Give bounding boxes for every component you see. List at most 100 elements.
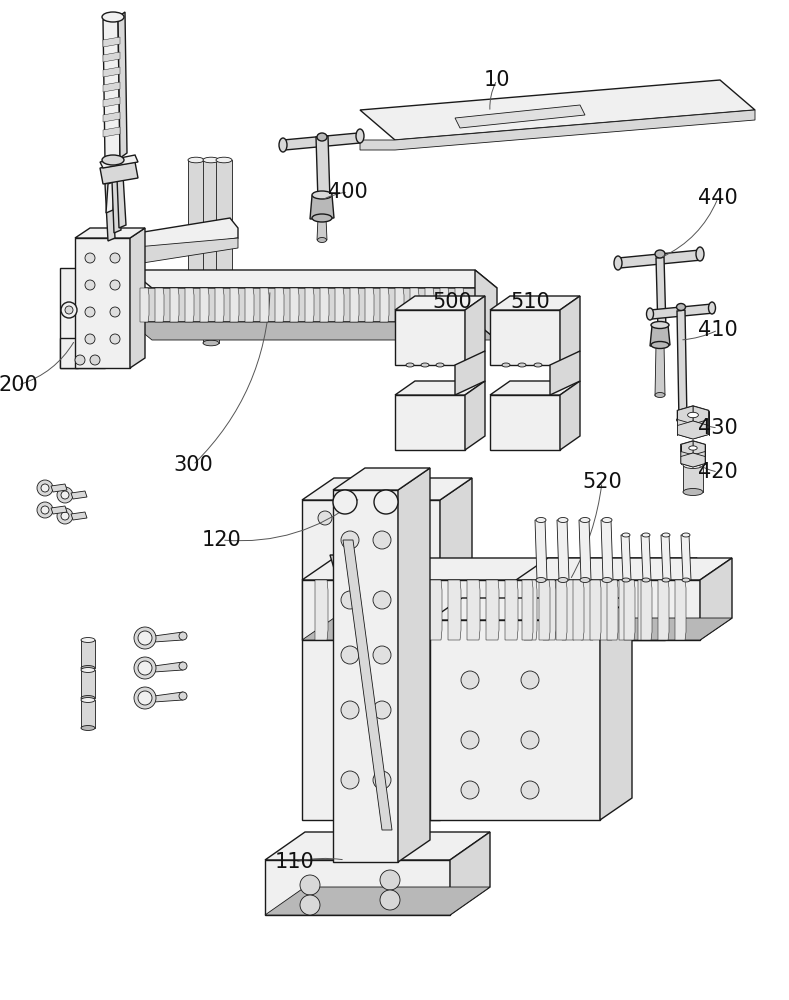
Circle shape	[134, 627, 156, 649]
Polygon shape	[265, 832, 490, 860]
Ellipse shape	[602, 578, 612, 582]
Polygon shape	[505, 580, 518, 640]
Polygon shape	[333, 468, 430, 490]
Polygon shape	[275, 288, 284, 322]
Ellipse shape	[536, 578, 546, 582]
Ellipse shape	[312, 191, 332, 199]
Ellipse shape	[502, 363, 510, 367]
Polygon shape	[51, 506, 67, 514]
Polygon shape	[154, 662, 183, 672]
Polygon shape	[108, 288, 497, 322]
Polygon shape	[60, 268, 78, 368]
Polygon shape	[317, 218, 327, 240]
Ellipse shape	[436, 363, 444, 367]
Polygon shape	[112, 178, 121, 233]
Ellipse shape	[687, 412, 698, 418]
Polygon shape	[641, 580, 652, 640]
Polygon shape	[203, 160, 219, 343]
Polygon shape	[118, 12, 127, 158]
Text: 510: 510	[510, 292, 550, 312]
Ellipse shape	[683, 488, 703, 495]
Circle shape	[110, 280, 120, 290]
Polygon shape	[154, 632, 183, 642]
Polygon shape	[440, 478, 472, 820]
Polygon shape	[103, 112, 120, 122]
Polygon shape	[170, 288, 179, 322]
Polygon shape	[302, 580, 665, 640]
Circle shape	[344, 538, 364, 558]
Polygon shape	[573, 580, 584, 640]
Polygon shape	[103, 52, 120, 62]
Polygon shape	[693, 406, 709, 426]
Polygon shape	[100, 155, 138, 168]
Polygon shape	[681, 452, 693, 467]
Ellipse shape	[81, 666, 95, 670]
Polygon shape	[455, 105, 585, 128]
Polygon shape	[365, 288, 374, 322]
Polygon shape	[681, 453, 705, 467]
Circle shape	[380, 870, 400, 890]
Text: 120: 120	[202, 530, 242, 550]
Polygon shape	[302, 478, 472, 500]
Circle shape	[134, 657, 156, 679]
Ellipse shape	[682, 533, 690, 537]
Polygon shape	[103, 82, 120, 92]
Polygon shape	[681, 441, 705, 455]
Polygon shape	[125, 238, 238, 265]
Polygon shape	[486, 580, 499, 640]
Ellipse shape	[188, 332, 204, 338]
Ellipse shape	[655, 250, 665, 258]
Circle shape	[138, 631, 152, 645]
Polygon shape	[130, 270, 497, 288]
Circle shape	[57, 508, 73, 524]
Polygon shape	[265, 887, 490, 915]
Text: 110: 110	[275, 852, 315, 872]
Polygon shape	[543, 580, 556, 640]
Ellipse shape	[651, 322, 669, 328]
Circle shape	[373, 591, 391, 609]
Ellipse shape	[580, 518, 590, 522]
Polygon shape	[681, 535, 691, 580]
Polygon shape	[320, 288, 329, 322]
Polygon shape	[103, 37, 120, 47]
Polygon shape	[450, 832, 490, 915]
Polygon shape	[425, 288, 434, 322]
Polygon shape	[560, 381, 580, 450]
Circle shape	[37, 480, 53, 496]
Polygon shape	[677, 310, 687, 421]
Ellipse shape	[646, 308, 653, 320]
Polygon shape	[600, 580, 613, 640]
Circle shape	[110, 307, 120, 317]
Circle shape	[341, 531, 359, 549]
Ellipse shape	[203, 340, 219, 346]
Circle shape	[374, 490, 398, 514]
Circle shape	[318, 511, 332, 525]
Polygon shape	[465, 381, 485, 450]
Text: 440: 440	[698, 188, 738, 208]
Circle shape	[341, 771, 359, 789]
Ellipse shape	[642, 578, 650, 582]
Polygon shape	[678, 421, 709, 439]
Text: 520: 520	[582, 472, 622, 492]
Polygon shape	[516, 618, 732, 640]
Polygon shape	[230, 288, 239, 322]
Polygon shape	[658, 580, 669, 640]
Ellipse shape	[622, 578, 630, 582]
Polygon shape	[315, 580, 328, 640]
Polygon shape	[455, 351, 485, 395]
Text: 500: 500	[432, 292, 472, 312]
Polygon shape	[200, 288, 209, 322]
Polygon shape	[260, 288, 269, 322]
Polygon shape	[290, 288, 299, 322]
Polygon shape	[650, 325, 670, 346]
Ellipse shape	[676, 304, 686, 310]
Ellipse shape	[662, 578, 670, 582]
Ellipse shape	[102, 155, 124, 165]
Polygon shape	[245, 288, 254, 322]
Polygon shape	[490, 310, 560, 365]
Ellipse shape	[614, 256, 622, 270]
Circle shape	[341, 701, 359, 719]
Polygon shape	[215, 288, 224, 322]
Polygon shape	[372, 580, 385, 640]
Polygon shape	[455, 288, 464, 322]
